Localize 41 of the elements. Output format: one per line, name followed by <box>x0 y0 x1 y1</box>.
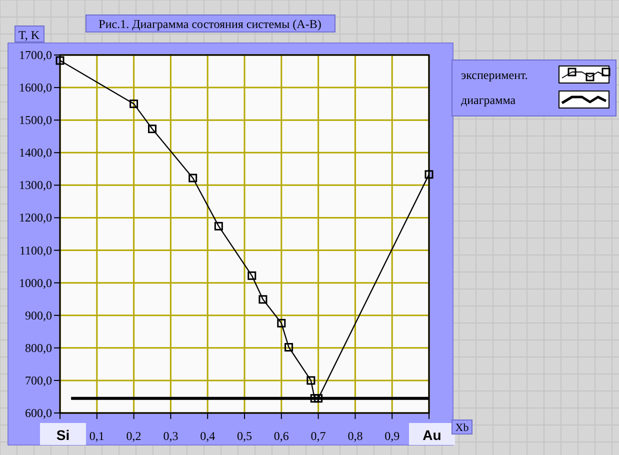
x-tick-label: 0,7 <box>310 429 326 443</box>
y-tick-label: 1300,0 <box>19 178 52 192</box>
y-tick-label: 1600,0 <box>19 80 52 95</box>
x-tick-label: Au <box>422 427 442 443</box>
point <box>277 318 286 328</box>
point <box>258 295 268 304</box>
x-tick-label: 0,5 <box>237 429 252 443</box>
y-tick-label: 800,0 <box>25 340 52 355</box>
point <box>424 170 434 179</box>
point <box>310 394 319 403</box>
point <box>314 394 323 403</box>
y-tick-label: 1000,0 <box>19 276 52 290</box>
x-tick-label: Si <box>56 427 70 443</box>
point <box>214 222 223 230</box>
x-tick-label: 0,8 <box>348 429 363 443</box>
y-tick-label: 1700,0 <box>19 48 52 62</box>
text: диаграмма <box>461 93 516 107</box>
point <box>130 100 138 108</box>
y-tick-label: 900,0 <box>25 308 52 322</box>
x-tick-label: 0,4 <box>200 429 216 443</box>
x-tick-label: 0,9 <box>384 429 400 443</box>
point <box>284 343 294 352</box>
y-tick-label: 1500,0 <box>19 113 52 128</box>
x-tick-label: 0,1 <box>89 429 104 443</box>
chart-title: Рис.1. Диаграмма состояния системы (A-B) <box>98 17 322 31</box>
y-tick-label: 700,0 <box>25 373 52 388</box>
y-axis-title: T, K <box>18 28 40 42</box>
y-tick-label: 1100,0 <box>19 243 52 258</box>
text: эксперимент. <box>461 68 528 82</box>
x-tick-label: 0,3 <box>163 429 178 443</box>
point <box>306 376 316 385</box>
point <box>188 174 198 182</box>
point <box>56 56 64 65</box>
point <box>248 271 256 280</box>
y-tick-label: 600,0 <box>25 406 52 420</box>
y-tick-label: 1200,0 <box>19 210 52 225</box>
x-tick-label: 0,6 <box>274 429 289 443</box>
x-tick-label: 0,2 <box>126 429 142 443</box>
y-tick-label: 1400,0 <box>19 146 52 160</box>
point <box>148 124 156 134</box>
x-axis-title: Xb <box>455 422 470 434</box>
